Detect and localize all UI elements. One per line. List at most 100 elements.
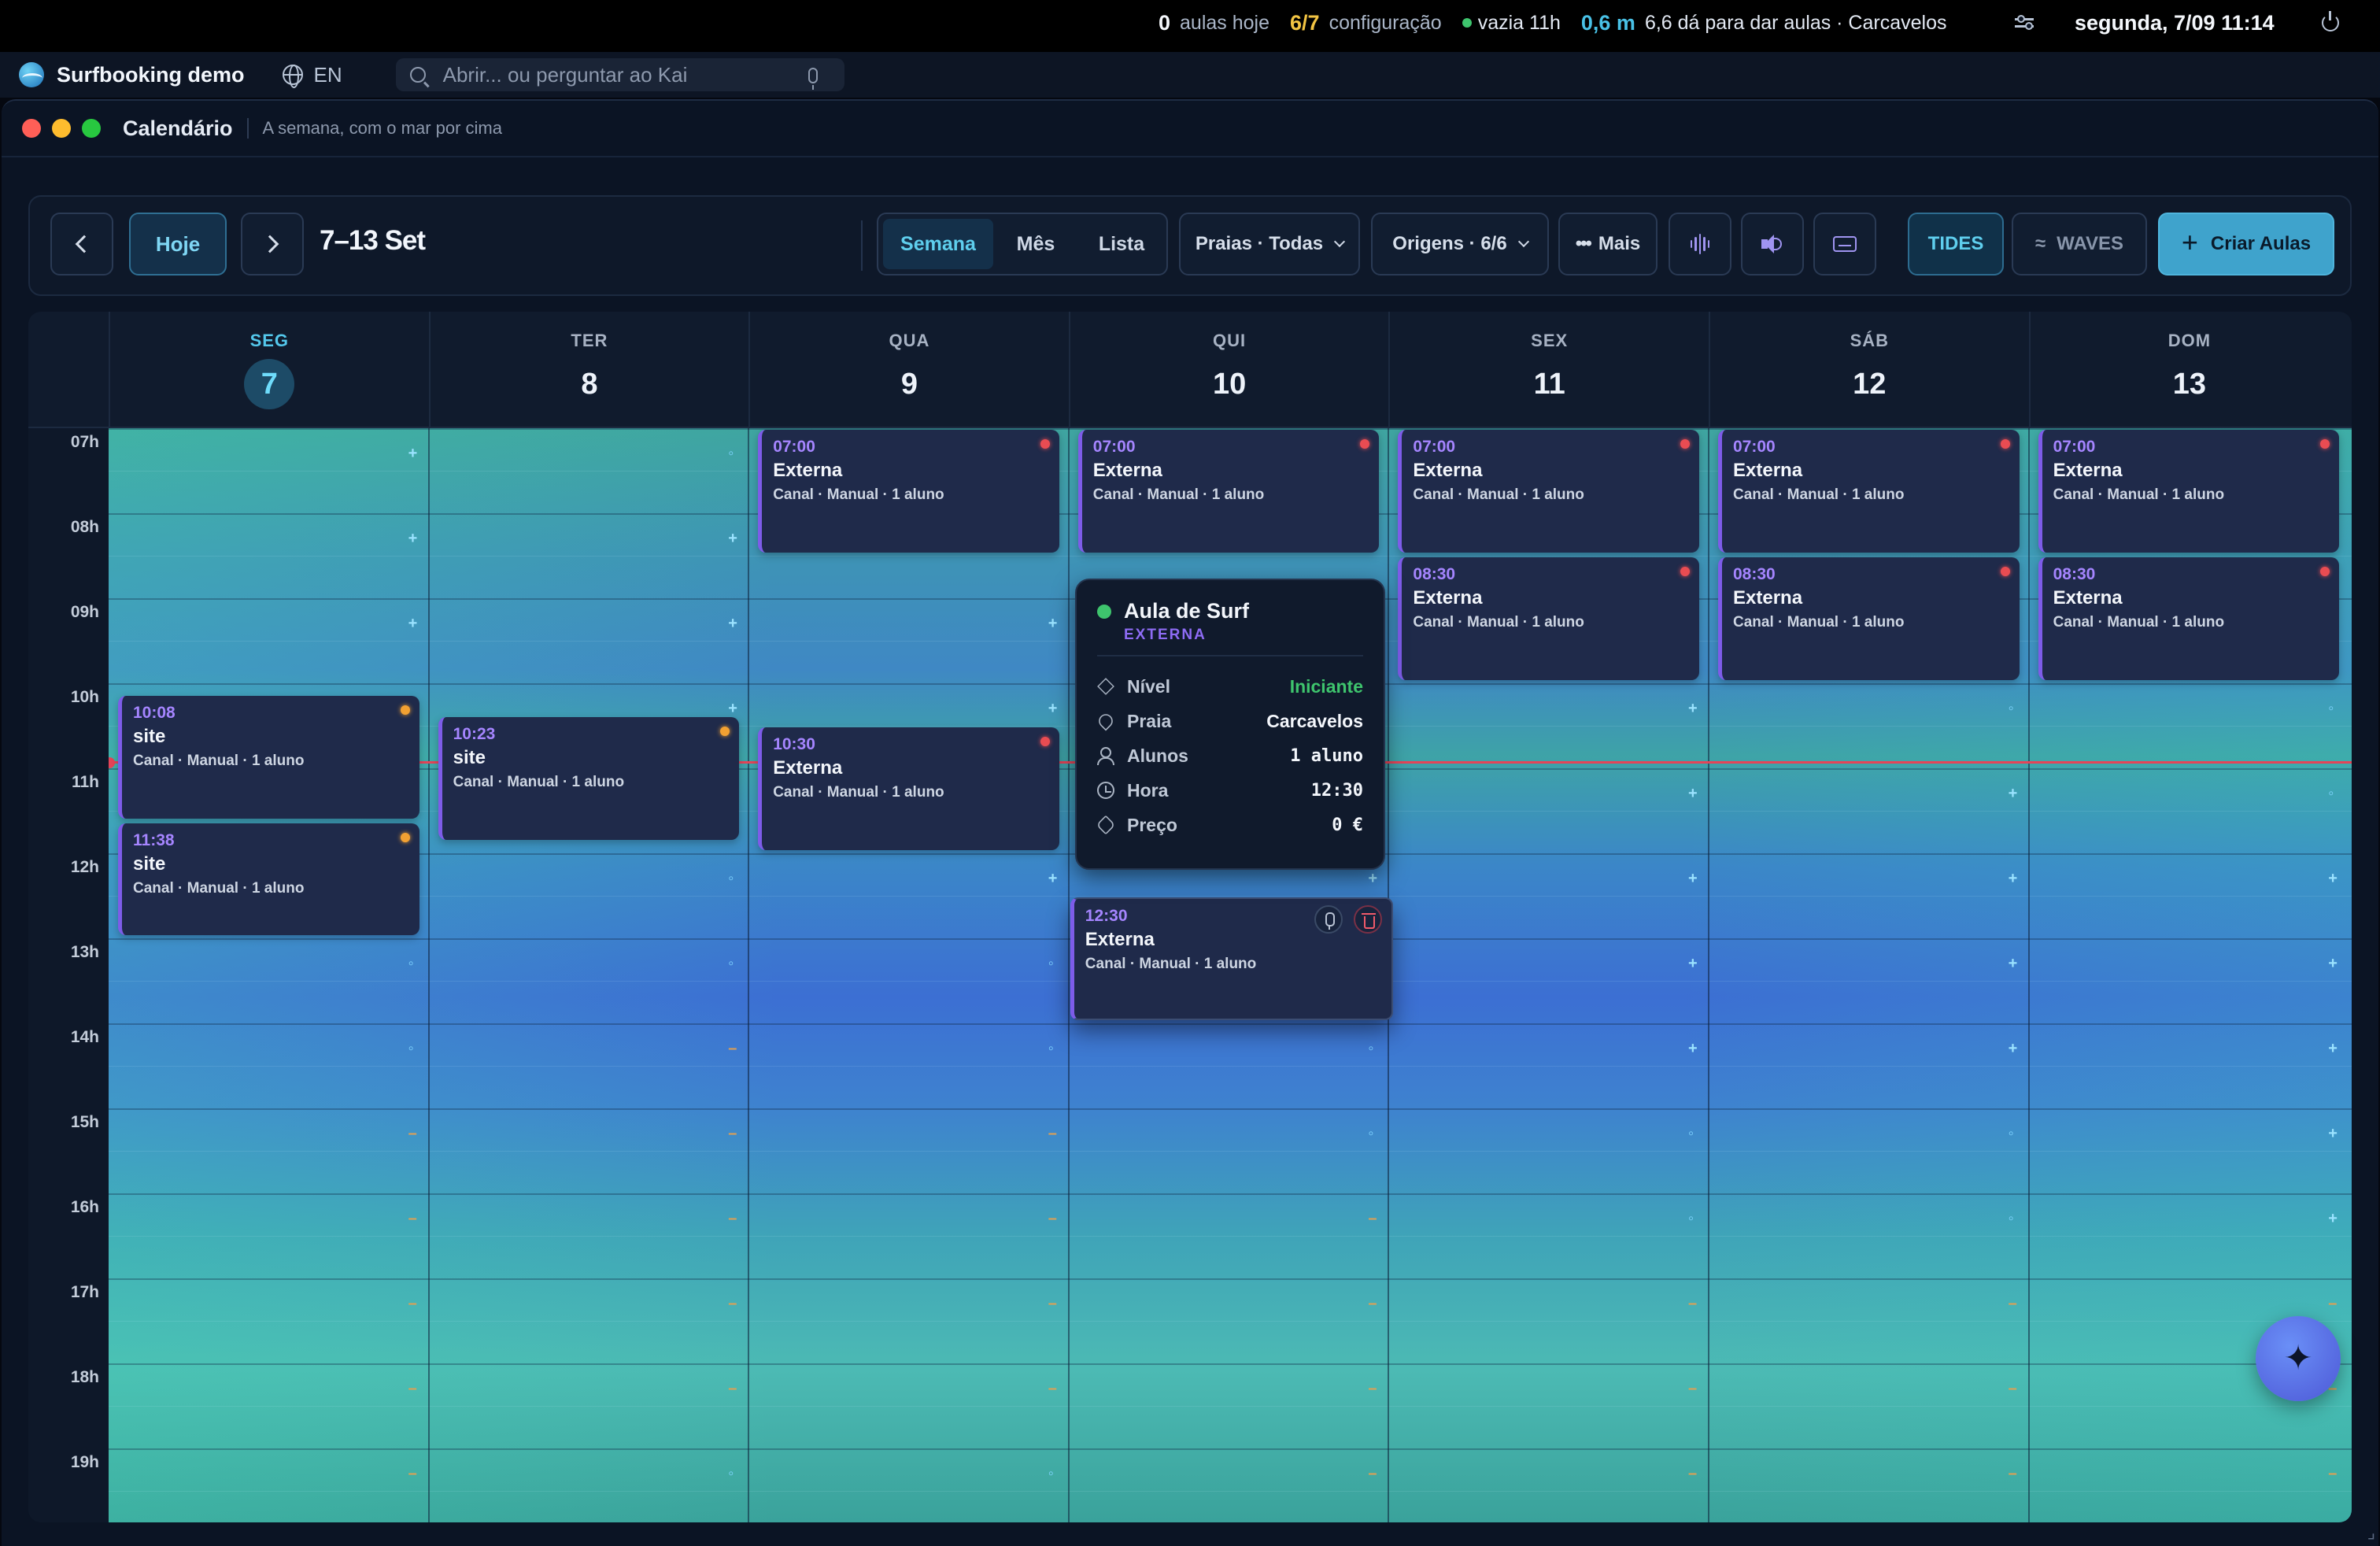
view-week-tab[interactable]: Semana	[883, 219, 993, 269]
add-slot-icon[interactable]: +	[2008, 870, 2018, 887]
closed-slot-icon[interactable]: –	[1368, 1210, 1377, 1227]
open-slot-icon[interactable]: ◦	[408, 1040, 414, 1057]
add-slot-icon[interactable]: +	[1688, 870, 1698, 887]
open-slot-icon[interactable]: ◦	[1688, 1210, 1694, 1227]
add-slot-icon[interactable]: +	[2328, 1040, 2338, 1057]
add-slot-icon[interactable]: +	[728, 530, 737, 547]
add-slot-icon[interactable]: +	[2008, 785, 2018, 802]
minimize-window-button[interactable]	[52, 119, 71, 138]
origins-dropdown[interactable]: Origens · 6/6	[1371, 213, 1549, 276]
closed-slot-icon[interactable]: –	[1688, 1465, 1698, 1482]
create-lessons-button[interactable]: + Criar Aulas	[2158, 213, 2334, 276]
lesson-event[interactable]: 08:30 Externa Canal · Manual · 1 aluno	[1718, 557, 2020, 680]
closed-slot-icon[interactable]: –	[728, 1125, 737, 1142]
voice-waveform-button[interactable]	[1669, 213, 1731, 276]
open-slot-icon[interactable]: ◦	[1048, 1040, 1054, 1057]
closed-slot-icon[interactable]: –	[728, 1295, 737, 1312]
day-header[interactable]: SEX 11	[1388, 312, 1709, 428]
zoom-window-button[interactable]	[82, 119, 101, 138]
closed-slot-icon[interactable]: –	[1048, 1210, 1057, 1227]
day-header[interactable]: TER 8	[428, 312, 749, 428]
day-header[interactable]: QUA 9	[748, 312, 1069, 428]
lesson-event[interactable]: 08:30 Externa Canal · Manual · 1 aluno	[1398, 557, 1699, 680]
keyboard-button[interactable]	[1813, 213, 1876, 276]
next-week-button[interactable]	[241, 213, 304, 276]
closed-slot-icon[interactable]: –	[1368, 1380, 1377, 1397]
add-slot-icon[interactable]: +	[1688, 700, 1698, 717]
resize-handle-icon[interactable]: ⌟	[2367, 1522, 2375, 1542]
beaches-dropdown[interactable]: Praias · Todas	[1179, 213, 1360, 276]
language-switch[interactable]: EN	[282, 63, 342, 88]
open-slot-icon[interactable]: ◦	[2008, 1210, 2014, 1227]
add-slot-icon[interactable]: +	[2008, 955, 2018, 972]
closed-slot-icon[interactable]: –	[2328, 1380, 2338, 1397]
open-slot-icon[interactable]: ◦	[1688, 1125, 1694, 1142]
open-slot-icon[interactable]: ◦	[2328, 785, 2334, 802]
microphone-icon[interactable]	[808, 68, 818, 90]
open-slot-icon[interactable]: ◦	[1368, 1040, 1374, 1057]
add-slot-icon[interactable]: +	[1688, 955, 1698, 972]
closed-slot-icon[interactable]: –	[2008, 1295, 2017, 1312]
add-slot-icon[interactable]: +	[2328, 870, 2338, 887]
closed-slot-icon[interactable]: –	[408, 1295, 417, 1312]
lesson-event[interactable]: 11:38 site Canal · Manual · 1 aluno	[118, 823, 419, 935]
lesson-event[interactable]: 10:23 site Canal · Manual · 1 aluno	[438, 717, 740, 841]
add-slot-icon[interactable]: +	[1368, 870, 1378, 887]
lesson-event[interactable]: 10:30 Externa Canal · Manual · 1 aluno	[758, 727, 1059, 850]
open-slot-icon[interactable]: ◦	[728, 1465, 734, 1482]
add-slot-icon[interactable]: +	[408, 445, 418, 462]
closed-slot-icon[interactable]: –	[1048, 1295, 1057, 1312]
lesson-event[interactable]: 07:00 Externa Canal · Manual · 1 aluno	[1718, 430, 2020, 553]
closed-slot-icon[interactable]: –	[728, 1210, 737, 1227]
command-search[interactable]: Abrir... ou perguntar ao Kai	[395, 58, 844, 91]
delete-event-icon[interactable]	[1354, 905, 1383, 934]
speaker-button[interactable]	[1741, 213, 1804, 276]
add-slot-icon[interactable]: +	[728, 700, 737, 717]
lesson-event[interactable]: 10:08 site Canal · Manual · 1 aluno	[118, 696, 419, 819]
day-header[interactable]: SEG 7	[109, 312, 429, 428]
closed-slot-icon[interactable]: –	[408, 1465, 417, 1482]
close-window-button[interactable]	[22, 119, 41, 138]
closed-slot-icon[interactable]: –	[408, 1210, 417, 1227]
closed-slot-icon[interactable]: –	[2328, 1465, 2338, 1482]
closed-slot-icon[interactable]: –	[728, 1040, 737, 1057]
today-button[interactable]: Hoje	[129, 213, 227, 276]
closed-slot-icon[interactable]: –	[1048, 1125, 1057, 1142]
open-slot-icon[interactable]: ◦	[2008, 1125, 2014, 1142]
closed-slot-icon[interactable]: –	[2328, 1295, 2338, 1312]
prev-week-button[interactable]	[50, 213, 113, 276]
event-microphone-icon[interactable]	[1314, 905, 1343, 934]
add-slot-icon[interactable]: +	[728, 615, 737, 632]
lesson-event[interactable]: 07:00 Externa Canal · Manual · 1 aluno	[2038, 430, 2340, 553]
add-slot-icon[interactable]: +	[1688, 785, 1698, 802]
closed-slot-icon[interactable]: –	[1368, 1295, 1377, 1312]
add-slot-icon[interactable]: +	[408, 615, 418, 632]
view-list-tab[interactable]: Lista	[1098, 232, 1145, 255]
lesson-event[interactable]: 08:30 Externa Canal · Manual · 1 aluno	[2038, 557, 2340, 680]
ai-assistant-button[interactable]: ✦	[2256, 1316, 2341, 1401]
closed-slot-icon[interactable]: –	[1368, 1465, 1377, 1482]
add-slot-icon[interactable]: +	[2008, 1040, 2018, 1057]
open-slot-icon[interactable]: ◦	[728, 445, 734, 462]
open-slot-icon[interactable]: ◦	[1048, 1465, 1054, 1482]
view-month-tab[interactable]: Mês	[1016, 232, 1055, 255]
add-slot-icon[interactable]: +	[408, 530, 418, 547]
add-slot-icon[interactable]: +	[1688, 1040, 1698, 1057]
day-header[interactable]: DOM 13	[2028, 312, 2349, 428]
closed-slot-icon[interactable]: –	[728, 1380, 737, 1397]
closed-slot-icon[interactable]: –	[2008, 1465, 2017, 1482]
open-slot-icon[interactable]: ◦	[728, 870, 734, 887]
open-slot-icon[interactable]: ◦	[408, 955, 414, 972]
tides-toggle[interactable]: TIDES	[1908, 213, 2004, 276]
closed-slot-icon[interactable]: –	[408, 1380, 417, 1397]
open-slot-icon[interactable]: ◦	[728, 955, 734, 972]
add-slot-icon[interactable]: +	[1048, 870, 1058, 887]
closed-slot-icon[interactable]: –	[2008, 1380, 2017, 1397]
open-slot-icon[interactable]: ◦	[1368, 1125, 1374, 1142]
day-header[interactable]: SÁB 12	[1709, 312, 2029, 428]
lesson-event[interactable]: 12:30 Externa Canal · Manual · 1 aluno	[1070, 897, 1394, 1020]
lesson-event[interactable]: 07:00 Externa Canal · Manual · 1 aluno	[758, 430, 1059, 553]
waves-toggle[interactable]: ≈ WAVES	[2012, 213, 2147, 276]
open-slot-icon[interactable]: ◦	[2008, 700, 2014, 717]
open-slot-icon[interactable]: ◦	[1048, 955, 1054, 972]
